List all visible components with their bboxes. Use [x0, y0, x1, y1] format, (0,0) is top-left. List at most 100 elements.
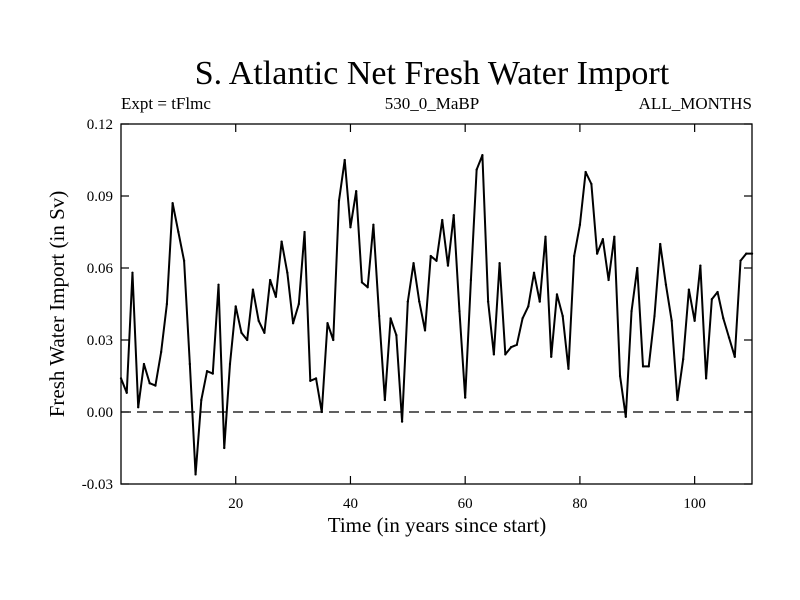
- data-point-7: [160, 350, 163, 354]
- x-axis-ticks: 20 40 60 80 100: [228, 124, 706, 512]
- data-point-6: [154, 384, 157, 387]
- x-axis-label: Time (in years since start): [328, 513, 547, 537]
- data-point-85: [607, 278, 610, 282]
- data-point-66: [498, 262, 501, 265]
- data-point-20: [234, 305, 237, 308]
- x-tick-label: 20: [228, 496, 243, 512]
- data-point-76: [555, 293, 559, 296]
- y-tick-label: 0.09: [87, 189, 113, 205]
- data-point-15: [205, 370, 209, 373]
- data-point-51: [412, 262, 415, 265]
- data-point-47: [389, 317, 392, 320]
- data-point-62: [475, 168, 478, 171]
- data-point-29: [286, 271, 289, 274]
- y-tick-label: 0.03: [87, 333, 113, 349]
- data-point-52: [418, 300, 421, 303]
- data-point-27: [274, 295, 278, 298]
- data-point-31: [297, 302, 300, 306]
- data-point-45: [377, 314, 381, 318]
- data-point-104: [716, 290, 719, 294]
- data-point-2: [131, 271, 134, 274]
- data-point-26: [269, 278, 272, 282]
- series-line: [120, 154, 753, 476]
- data-point-11: [182, 259, 186, 262]
- data-point-42: [360, 281, 364, 284]
- data-point-100: [693, 319, 696, 322]
- y-tick-label: 0.06: [87, 261, 114, 277]
- data-point-81: [584, 170, 587, 174]
- data-point-105: [722, 317, 725, 320]
- data-point-4: [142, 362, 146, 366]
- data-point-23: [251, 288, 255, 291]
- data-point-25: [263, 331, 266, 334]
- data-point-50: [406, 300, 409, 303]
- data-point-12: [188, 362, 191, 366]
- experiment-label: Expt = tFlmc: [121, 94, 211, 113]
- data-point-93: [653, 314, 656, 318]
- data-point-63: [481, 154, 484, 157]
- x-tick-label: 80: [572, 496, 587, 512]
- y-axis-ticks: -0.03 0.00 0.03 0.06 0.09 0.12: [82, 117, 752, 493]
- data-point-94: [659, 242, 662, 246]
- data-point-57: [446, 264, 450, 267]
- data-point-65: [492, 353, 496, 356]
- run-label: 530_0_MaBP: [385, 94, 479, 113]
- data-point-67: [504, 353, 507, 356]
- series-points: [119, 154, 754, 476]
- data-point-101: [699, 264, 702, 267]
- data-point-84: [601, 238, 604, 241]
- data-point-24: [257, 319, 260, 322]
- x-tick-label: 60: [458, 496, 473, 512]
- data-point-103: [710, 298, 713, 301]
- data-point-36: [326, 322, 329, 325]
- data-point-68: [509, 346, 513, 349]
- y-axis-label: Fresh Water Import (in Sv): [45, 191, 69, 418]
- data-point-53: [423, 329, 427, 332]
- data-point-69: [515, 343, 518, 346]
- data-point-89: [630, 310, 633, 313]
- data-point-56: [441, 218, 444, 222]
- data-point-106: [727, 336, 731, 339]
- data-point-64: [486, 300, 490, 303]
- data-point-108: [739, 259, 742, 262]
- data-point-98: [682, 358, 685, 361]
- data-point-9: [171, 202, 174, 205]
- data-point-73: [538, 300, 541, 303]
- chart-title: S. Atlantic Net Fresh Water Import: [195, 55, 670, 92]
- data-point-90: [636, 266, 639, 270]
- data-point-37: [332, 338, 335, 342]
- data-point-97: [676, 398, 679, 402]
- data-point-102: [704, 377, 708, 380]
- data-point-71: [527, 305, 530, 308]
- data-point-14: [200, 398, 203, 402]
- data-point-18: [223, 446, 226, 450]
- data-point-61: [469, 278, 473, 282]
- y-tick-label: 0.00: [87, 405, 113, 421]
- data-point-80: [578, 223, 582, 226]
- data-point-43: [366, 286, 369, 289]
- data-point-19: [228, 362, 232, 366]
- data-point-87: [618, 374, 622, 378]
- x-tick-label: 100: [683, 496, 706, 512]
- data-point-40: [349, 226, 352, 229]
- data-point-46: [383, 398, 387, 402]
- data-point-22: [246, 338, 249, 342]
- data-point-95: [664, 283, 668, 286]
- data-point-48: [395, 334, 398, 337]
- data-point-39: [343, 158, 346, 162]
- data-point-30: [291, 322, 295, 325]
- data-point-5: [148, 382, 151, 385]
- data-point-17: [217, 283, 220, 286]
- data-point-44: [372, 223, 375, 226]
- data-point-110: [750, 252, 754, 255]
- data-point-78: [567, 367, 570, 370]
- data-point-41: [355, 190, 358, 193]
- data-point-8: [165, 302, 169, 306]
- data-point-1: [125, 391, 128, 394]
- data-point-88: [624, 415, 627, 418]
- data-point-92: [647, 365, 650, 368]
- data-point-83: [595, 252, 599, 255]
- data-point-74: [544, 235, 547, 238]
- data-point-86: [613, 235, 616, 238]
- data-point-3: [137, 406, 140, 409]
